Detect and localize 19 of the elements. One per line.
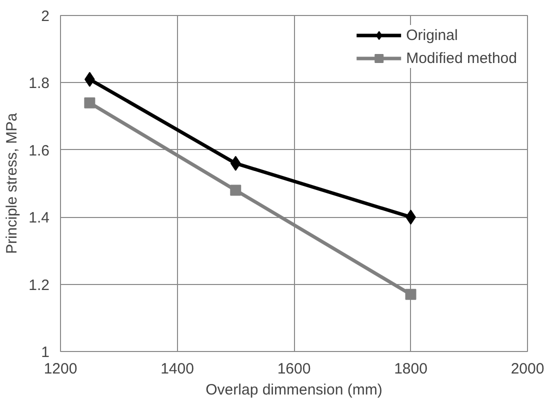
x-axis-title: Overlap dimmension (mm) (206, 382, 382, 398)
y-axis-title: Principle stress, MPa (4, 112, 21, 254)
y-tick-label: 1.6 (28, 142, 50, 160)
point (230, 184, 242, 196)
x-tick-label: 1200 (44, 360, 78, 378)
y-tick-label: 2 (41, 8, 50, 25)
x-tick-label: 1800 (394, 360, 428, 378)
legend-label: Original (406, 26, 458, 44)
y-tick-label: 1.2 (28, 276, 50, 294)
y-tick-label: 1.8 (28, 75, 50, 92)
point (405, 288, 416, 300)
x-tick-label: 1400 (160, 360, 194, 378)
point (230, 156, 241, 171)
x-tick-label: 1600 (277, 360, 311, 378)
y-tick-label: 1 (41, 344, 50, 361)
point (84, 97, 96, 108)
legend-label: Modified method (406, 50, 517, 66)
y-tick-label: 1.4 (28, 210, 50, 227)
x-tick-label: 2000 (510, 360, 544, 378)
